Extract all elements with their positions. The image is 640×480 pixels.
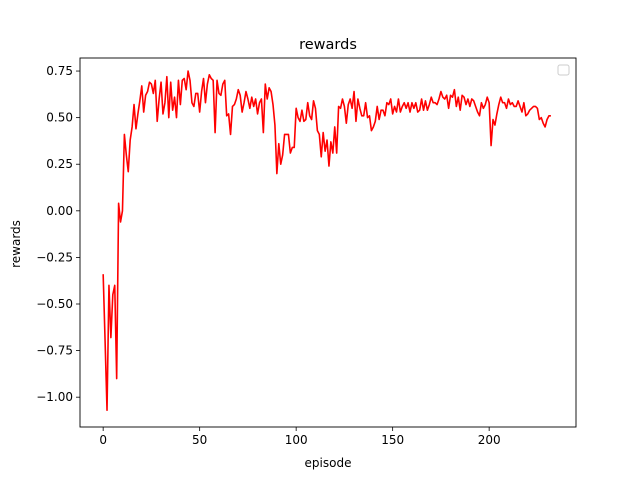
plot-series bbox=[102, 70, 551, 412]
y-tick-label: 0.25 bbox=[46, 157, 73, 171]
y-tick-label: 0.00 bbox=[46, 204, 73, 218]
y-axis-label: rewards bbox=[9, 220, 23, 268]
x-tick-label: 150 bbox=[381, 433, 404, 447]
x-tick-label: 50 bbox=[192, 433, 207, 447]
x-tick-label: 0 bbox=[99, 433, 107, 447]
y-tick-label: 0.75 bbox=[46, 64, 73, 78]
chart-title: rewards bbox=[299, 37, 357, 53]
y-tick-label: −0.75 bbox=[36, 344, 73, 358]
x-tick-label: 100 bbox=[285, 433, 308, 447]
x-axis-label: episode bbox=[305, 456, 352, 470]
y-tick-label: 0.50 bbox=[46, 111, 73, 125]
series-line-rewards bbox=[102, 70, 551, 412]
plot-frame bbox=[79, 57, 577, 428]
y-tick-label: −0.50 bbox=[36, 297, 73, 311]
y-axis-ticks: −1.00 −0.75 −0.50 −0.25 0.00 0.25 0.50 0.75 bbox=[36, 64, 80, 404]
x-axis-ticks: 0 50 100 150 200 bbox=[99, 427, 501, 447]
y-tick-label: −1.00 bbox=[36, 390, 73, 404]
y-tick-label: −0.25 bbox=[36, 250, 73, 264]
legend-box bbox=[557, 64, 570, 76]
x-tick-label: 200 bbox=[478, 433, 501, 447]
